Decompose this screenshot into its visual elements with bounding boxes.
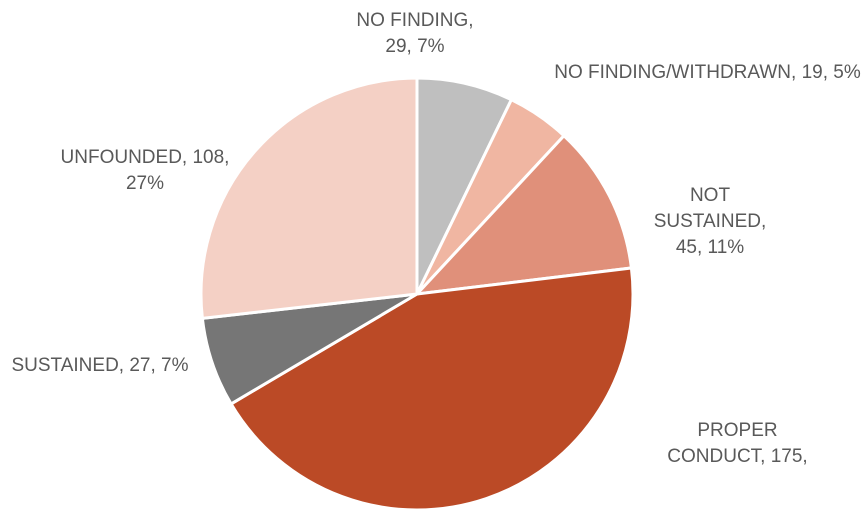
- data-label: NOT SUSTAINED, 45, 11%: [653, 185, 767, 258]
- pie-slice: [199, 76, 419, 321]
- pie-slice: [413, 133, 634, 296]
- data-label: NO FINDING/WITHDRAWN, 19, 5%: [554, 62, 861, 83]
- data-label: PROPER CONDUCT, 175,: [667, 420, 808, 467]
- pie-slice: [229, 266, 635, 510]
- data-label: SUSTAINED, 27, 7%: [11, 355, 189, 376]
- data-label: NO FINDING, 29, 7%: [356, 10, 474, 57]
- data-label: UNFOUNDED, 108, 27%: [60, 147, 230, 194]
